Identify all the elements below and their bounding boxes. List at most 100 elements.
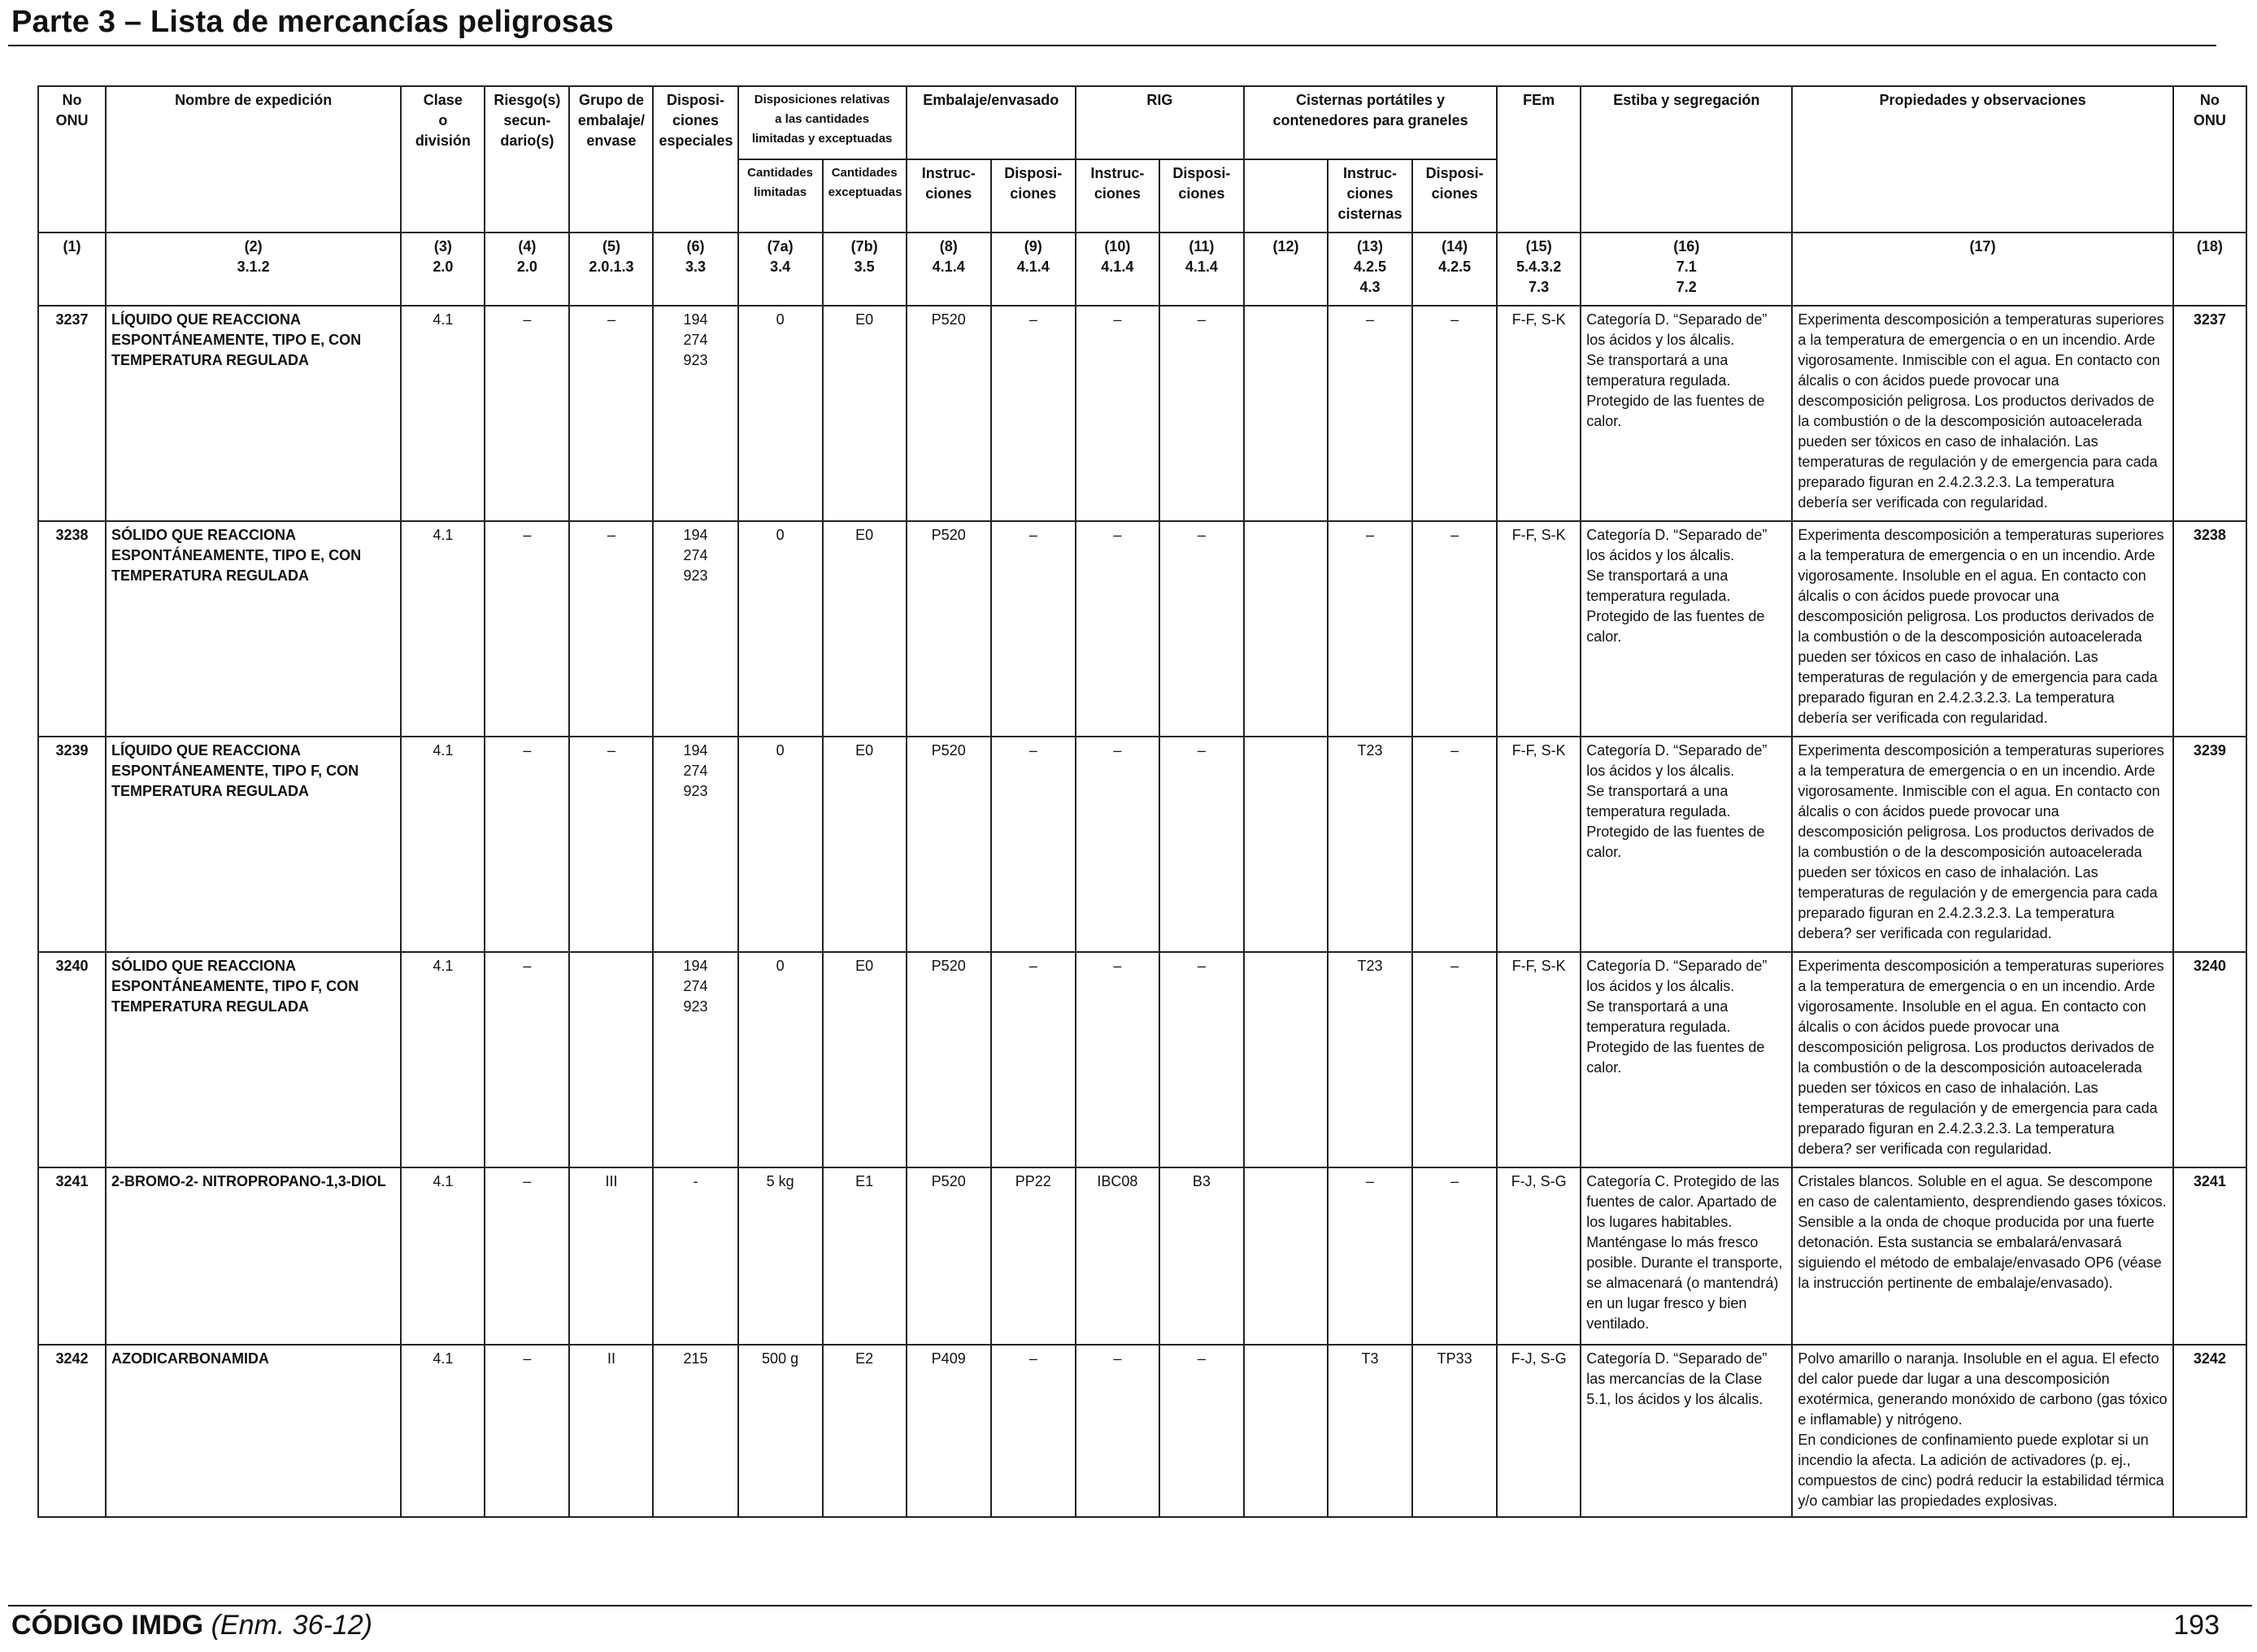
header-cisternas-disposiciones: Disposi- ciones [1411, 159, 1498, 233]
cell-rig-disp: – [1158, 951, 1245, 1168]
cell-emb-disp: – [989, 951, 1076, 1168]
cell-cant-limitadas: 0 [737, 305, 824, 522]
cell-cant-limitadas: 0 [737, 520, 824, 737]
cell-clase: 4.1 [400, 1167, 486, 1346]
cell-cant-limitadas: 0 [737, 736, 824, 953]
cell-nombre: LÍQUIDO QUE REACCIONA ESPONTÁNEAMENTE, T… [105, 736, 402, 953]
cell-cis-disp: – [1411, 305, 1498, 522]
cell-propiedades: Experimenta descomposición a temperatura… [1791, 520, 2174, 737]
cell-cis-disp: – [1411, 951, 1498, 1168]
header-cantidades-limitadas: Cantidades limitadas [737, 159, 824, 233]
cell-cant-exceptuadas: E2 [821, 1344, 907, 1518]
column-ref: (15) 5.4.3.2 7.3 [1496, 232, 1582, 306]
header-cisternas-instrucciones: Instruc- ciones cisternas [1326, 159, 1414, 233]
cell-no-onu-right: 3237 [2172, 305, 2248, 522]
header-propiedades: Propiedades y observaciones [1791, 85, 2174, 233]
cell-riesgo: – [484, 736, 571, 953]
table-row: 3239 LÍQUIDO QUE REACCIONA ESPONTÁNEAMEN… [37, 736, 2248, 953]
table-row: 3237 LÍQUIDO QUE REACCIONA ESPONTÁNEAMEN… [37, 305, 2248, 522]
cell-emb-disp: – [989, 1344, 1076, 1518]
cell-emb-instr: P520 [905, 736, 992, 953]
cell-cis-disp: TP33 [1411, 1344, 1498, 1518]
column-ref: (13) 4.2.5 4.3 [1326, 232, 1414, 306]
cell-rig-instr: – [1074, 520, 1160, 737]
cell-cant-exceptuadas: E0 [821, 951, 907, 1168]
cell-disp-especiales: - [652, 1167, 739, 1346]
table-row: 3240 SÓLIDO QUE REACCIONA ESPONTÁNEAMENT… [37, 951, 2248, 1168]
cell-nombre: SÓLIDO QUE REACCIONA ESPONTÁNEAMENTE, TI… [105, 951, 402, 1168]
column-ref: (14) 4.2.5 [1411, 232, 1498, 306]
header-no-onu-right: No ONU [2172, 85, 2248, 233]
cell-nombre: LÍQUIDO QUE REACCIONA ESPONTÁNEAMENTE, T… [105, 305, 402, 522]
header-nombre: Nombre de expedición [105, 85, 402, 233]
cell-fem: F-J, S-G [1496, 1344, 1582, 1518]
cell-disp-especiales: 194 274 923 [652, 520, 739, 737]
cell-no-onu-right: 3242 [2172, 1344, 2248, 1518]
cell-propiedades: Experimenta descomposición a temperatura… [1791, 736, 2174, 953]
cell-rig-disp: – [1158, 305, 1245, 522]
cell-clase: 4.1 [400, 305, 486, 522]
cell-propiedades: Polvo amarillo o naranja. Insoluble en e… [1791, 1344, 2174, 1518]
cell-no-onu: 3242 [37, 1344, 107, 1518]
cell-cis-disp: – [1411, 736, 1498, 953]
cell-fem: F-F, S-K [1496, 736, 1582, 953]
cell-cant-limitadas: 0 [737, 951, 824, 1168]
column-ref: (18) [2172, 232, 2248, 306]
cell-cant-limitadas: 5 kg [737, 1167, 824, 1346]
column-ref: (7b) 3.5 [821, 232, 907, 306]
title-divider [8, 45, 2216, 46]
cell-nombre: SÓLIDO QUE REACCIONA ESPONTÁNEAMENTE, TI… [105, 520, 402, 737]
cell-estiba: Categoría D. “Separado de” los ácidos y … [1580, 736, 1794, 953]
cell-cant-exceptuadas: E1 [821, 1167, 907, 1346]
cell-cis-disp: – [1411, 1167, 1498, 1346]
cell-estiba: Categoría D. “Separado de” los ácidos y … [1580, 520, 1794, 737]
header-disposiciones-especiales: Disposi- ciones especiales [652, 85, 739, 233]
header-clase: Clase o división [400, 85, 486, 233]
cell-riesgo: – [484, 305, 571, 522]
cell-grupo [568, 951, 654, 1168]
header-row-main: No ONU Nombre de expedición Clase o divi… [37, 85, 2248, 233]
column-ref: (10) 4.1.4 [1074, 232, 1160, 306]
cell-nombre: 2-BROMO-2- NITROPROPANO-1,3-DIOL [105, 1167, 402, 1346]
cell-no-onu: 3241 [37, 1167, 107, 1346]
cell-rig-disp: – [1158, 1344, 1245, 1518]
cell-emb-disp: – [989, 520, 1076, 737]
header-embalaje-instrucciones: Instruc- ciones [905, 159, 992, 233]
footer-code: CÓDIGO IMDG (Enm. 36-12) [11, 1610, 372, 1641]
cell-nombre: AZODICARBONAMIDA [105, 1344, 402, 1518]
cell-clase: 4.1 [400, 520, 486, 737]
column-ref: (3) 2.0 [400, 232, 486, 306]
page-number: 193 [2173, 1610, 2220, 1641]
header-fem: FEm [1496, 85, 1582, 233]
column-ref: (4) 2.0 [484, 232, 571, 306]
header-rig-disposiciones: Disposi- ciones [1158, 159, 1245, 233]
cell-col12 [1242, 1167, 1329, 1346]
cell-propiedades: Cristales blancos. Soluble en el agua. S… [1791, 1167, 2174, 1346]
dangerous-goods-table: No ONU Nombre de expedición Clase o divi… [37, 85, 2248, 1518]
cell-estiba: Categoría C. Protegido de las fuentes de… [1580, 1167, 1794, 1346]
cell-estiba: Categoría D. “Separado de” las mercancía… [1580, 1344, 1794, 1518]
cell-cis-instr: T3 [1326, 1344, 1414, 1518]
header-rig-instrucciones: Instruc- ciones [1074, 159, 1160, 233]
column-ref: (16) 7.1 7.2 [1580, 232, 1794, 306]
header-no-onu: No ONU [37, 85, 107, 233]
cell-emb-instr: P520 [905, 951, 992, 1168]
cell-riesgo: – [484, 1344, 571, 1518]
cell-no-onu: 3238 [37, 520, 107, 737]
header-row-refs: (1) (2) 3.1.2 (3) 2.0 (4) 2.0 (5) 2.0.1.… [37, 232, 2248, 306]
cell-grupo: – [568, 305, 654, 522]
header-cisternas-blank [1242, 159, 1329, 233]
cell-riesgo: – [484, 520, 571, 737]
cell-riesgo: – [484, 951, 571, 1168]
cell-rig-disp: – [1158, 520, 1245, 737]
cell-col12 [1242, 1344, 1329, 1518]
cell-rig-instr: – [1074, 1344, 1160, 1518]
cell-grupo: III [568, 1167, 654, 1346]
cell-emb-instr: P520 [905, 1167, 992, 1346]
cell-no-onu-right: 3238 [2172, 520, 2248, 737]
header-estiba: Estiba y segregación [1580, 85, 1794, 233]
cell-cant-limitadas: 500 g [737, 1344, 824, 1518]
cell-cis-disp: – [1411, 520, 1498, 737]
cell-emb-instr: P520 [905, 305, 992, 522]
column-ref: (8) 4.1.4 [905, 232, 992, 306]
